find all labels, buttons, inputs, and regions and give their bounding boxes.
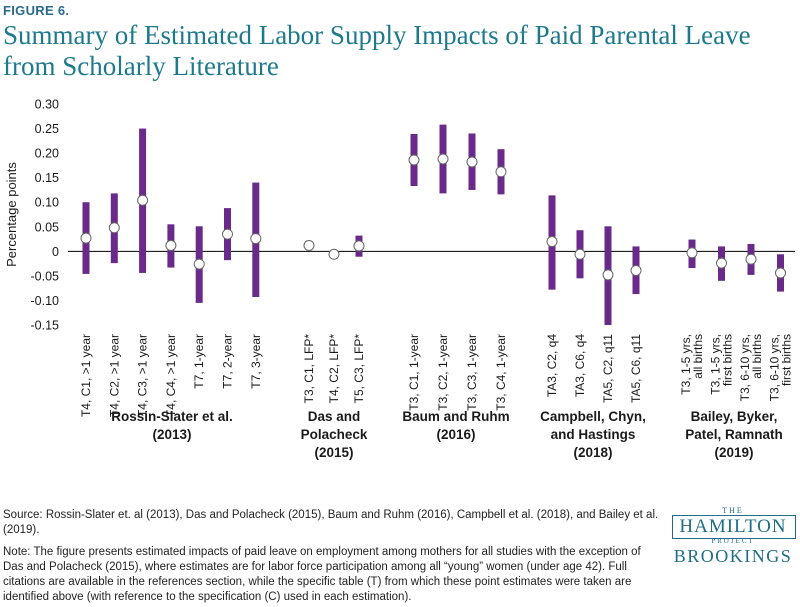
point-estimate-marker [686, 247, 698, 259]
x-tick-label: T4, C1, >1 year [79, 334, 93, 417]
chart: Percentage points 0.30 0.25 0.20 0.15 0.10 0.0… [4, 98, 795, 460]
logo-the: THE [722, 506, 744, 515]
point-estimate-marker [745, 253, 757, 265]
y-tick-label: -0.05 [31, 269, 60, 283]
x-tick-label: all births [750, 334, 764, 379]
x-tick-label: T3, C1, 1-year [407, 334, 421, 411]
logo-box [672, 515, 796, 539]
logo-brookings: BROOKINGS [673, 546, 793, 566]
point-estimate-marker [775, 267, 786, 279]
point-estimate-marker [353, 240, 365, 252]
x-tick-label: TA5, C6, q11 [629, 334, 643, 403]
point-estimate-marker [495, 166, 507, 178]
group-label: (2013) [152, 427, 191, 442]
point-estimate-marker [602, 269, 614, 281]
x-tick-label: all births [691, 334, 705, 379]
x-tick-label: first births [721, 334, 735, 386]
x-tick-label: T4, C2, LFP* [327, 334, 341, 404]
x-tick-label: T3, 6-10 yrs, [768, 334, 782, 401]
group-label: Bailey, Byker, [691, 409, 778, 424]
group-label: (2019) [714, 445, 753, 460]
x-tick-label: first births [780, 334, 794, 386]
point-estimate-marker [303, 239, 315, 251]
group-label: (2018) [573, 445, 612, 460]
group-label: (2016) [436, 427, 475, 442]
x-tick-label: T5, C3, LFP* [352, 334, 366, 404]
x-tick-label: T7, 1-year [192, 334, 206, 389]
y-tick-label: 0.10 [35, 196, 59, 210]
y-tick-label: 0 [52, 245, 59, 259]
x-tick-label: T7, 3-year [249, 334, 263, 389]
point-estimate-marker [546, 236, 558, 248]
group-label: Das and [308, 409, 361, 424]
x-tick-label: T3, C4, 1-year [494, 334, 508, 411]
x-tick-label: T3, 1-5 yrs, [709, 334, 723, 395]
point-estimate-marker [630, 264, 642, 276]
y-tick-label: -0.10 [31, 294, 60, 308]
group-label: Polacheck [301, 427, 368, 442]
point-estimate-marker [193, 258, 205, 270]
group-label: Campbell, Chyn, [540, 409, 646, 424]
x-tick-label: T4, C2, >1 year [107, 334, 121, 417]
point-estimate-marker [408, 154, 420, 166]
x-tick-label: T3, 6-10 yrs, [738, 334, 752, 401]
y-tick-label: 0.30 [35, 98, 59, 112]
hamilton-brookings-logo: THE HAMILTON PROJECT BROOKINGS [668, 506, 798, 568]
source-text: Source: Rossin-Slater et. al (2013), Das… [3, 509, 659, 536]
y-tick-label: 0.25 [35, 122, 59, 136]
x-tick-label: TA5, C2, q11 [601, 334, 615, 403]
figure-label: FIGURE 6. [3, 3, 70, 18]
x-tick-label: T3, C1, LFP* [302, 334, 316, 404]
y-tick-label: -0.15 [31, 319, 60, 333]
point-estimate-marker [80, 232, 92, 244]
x-tick-label: T3, C2, 1-year [436, 334, 450, 411]
y-tick-label: 0.05 [35, 220, 59, 234]
logo-hamilton: HAMILTON [679, 516, 787, 537]
x-tick-label: T4, C4, >1 year [164, 334, 178, 417]
point-estimate-marker [437, 153, 449, 165]
group-label: Rossin-Slater et al. [111, 409, 233, 424]
note-text: Note: The figure presents estimated impa… [3, 546, 641, 603]
x-tick-label: TA3, C2, q4 [545, 334, 559, 397]
group-label: Baum and Ruhm [402, 409, 509, 424]
point-estimate-marker [250, 233, 262, 245]
group-label: Patel, Ramnath [685, 427, 783, 442]
x-tick-label: T4, C3, >1 year [136, 334, 150, 417]
group-label: (2015) [314, 445, 353, 460]
point-estimate-marker [466, 156, 478, 168]
point-estimate-marker [108, 222, 120, 234]
y-tick-label: 0.15 [35, 171, 59, 185]
x-tick-label: T7, 2-year [221, 334, 235, 389]
point-estimate-marker [574, 248, 586, 260]
x-tick-label: TA3, C6, q4 [573, 334, 587, 397]
chart-title: Summary of Estimated Labor Supply Impact… [3, 20, 751, 81]
point-estimate-marker [328, 248, 340, 260]
x-tick-label: T3, C3, 1-year [465, 334, 479, 411]
y-tick-label: 0.20 [35, 147, 59, 161]
point-estimate-marker [222, 228, 233, 240]
y-axis-label: Percentage points [4, 162, 19, 267]
logo-project: PROJECT [711, 537, 755, 545]
group-label: and Hastings [551, 427, 636, 442]
point-estimate-marker [165, 239, 177, 251]
point-estimate-marker [716, 257, 727, 269]
point-estimate-marker [137, 194, 149, 206]
x-tick-label: T3, 1-5 yrs, [679, 334, 693, 395]
